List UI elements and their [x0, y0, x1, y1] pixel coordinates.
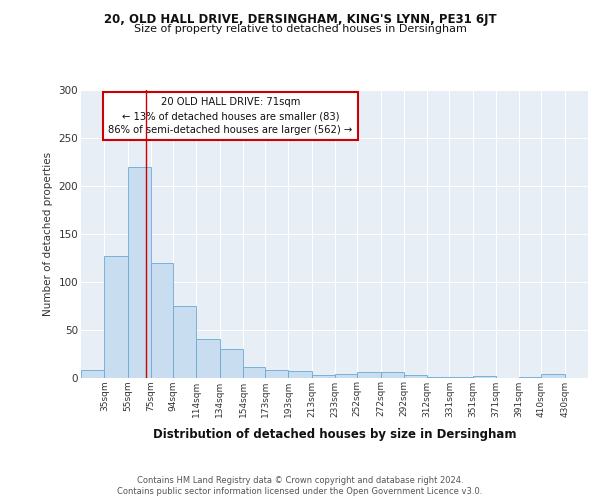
Bar	[335, 374, 357, 378]
Bar	[519, 376, 541, 378]
Text: 20, OLD HALL DRIVE, DERSINGHAM, KING'S LYNN, PE31 6JT: 20, OLD HALL DRIVE, DERSINGHAM, KING'S L…	[104, 12, 496, 26]
Bar	[265, 370, 289, 378]
Bar	[473, 376, 496, 378]
Bar	[243, 367, 265, 378]
Bar	[151, 262, 173, 378]
Bar	[289, 371, 312, 378]
Y-axis label: Number of detached properties: Number of detached properties	[43, 152, 53, 316]
Bar	[449, 376, 473, 378]
Text: Size of property relative to detached houses in Dersingham: Size of property relative to detached ho…	[134, 24, 466, 34]
Text: Contains HM Land Registry data © Crown copyright and database right 2024.: Contains HM Land Registry data © Crown c…	[137, 476, 463, 485]
Bar	[404, 374, 427, 378]
Bar	[81, 370, 104, 378]
Bar	[357, 372, 380, 378]
Bar	[312, 374, 335, 378]
Text: Contains public sector information licensed under the Open Government Licence v3: Contains public sector information licen…	[118, 487, 482, 496]
Bar	[427, 376, 449, 378]
Bar	[196, 339, 220, 378]
Bar	[173, 306, 196, 378]
X-axis label: Distribution of detached houses by size in Dersingham: Distribution of detached houses by size …	[153, 428, 516, 441]
Bar	[541, 374, 565, 378]
Bar	[220, 349, 243, 378]
Bar	[380, 372, 404, 378]
Bar	[104, 256, 128, 378]
Bar	[128, 166, 151, 378]
Text: 20 OLD HALL DRIVE: 71sqm
← 13% of detached houses are smaller (83)
86% of semi-d: 20 OLD HALL DRIVE: 71sqm ← 13% of detach…	[109, 97, 353, 135]
